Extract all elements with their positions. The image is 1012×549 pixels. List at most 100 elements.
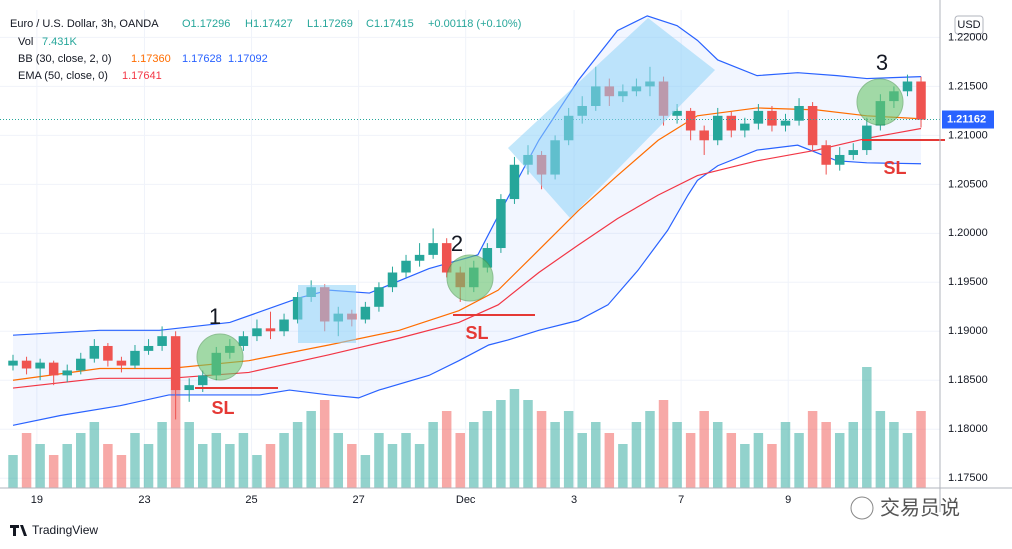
- volume-bar: [130, 433, 140, 488]
- volume-bar: [62, 444, 72, 488]
- legend-bb-basis: 1.17360: [131, 53, 171, 65]
- volume-bar: [333, 433, 344, 488]
- candle-body: [672, 110, 682, 116]
- volume-bar: [523, 400, 533, 488]
- y-tick-label: 1.19500: [948, 276, 988, 288]
- volume-bar: [536, 411, 547, 488]
- candle-body: [8, 360, 18, 366]
- candle-body: [157, 336, 167, 346]
- x-tick-label: 27: [352, 494, 364, 506]
- candle-body: [62, 370, 72, 376]
- volume-bar: [116, 455, 127, 488]
- last-price-label: 1.21162: [947, 113, 986, 125]
- volume-bar: [347, 444, 357, 488]
- volume-bar: [252, 455, 262, 488]
- volume-bar: [794, 433, 804, 488]
- candle-body: [252, 328, 262, 337]
- volume-bar: [428, 422, 438, 488]
- x-tick-label: Dec: [456, 494, 476, 506]
- y-tick-label: 1.19000: [948, 325, 988, 337]
- legend-bb-lower: 1.17092: [228, 53, 268, 65]
- legend-open: O1.17296: [182, 18, 230, 30]
- candle-body: [685, 110, 696, 131]
- volume-bar: [699, 411, 709, 488]
- candle-body: [143, 345, 154, 351]
- brand: TradingView: [32, 523, 98, 537]
- candle-body: [699, 130, 709, 141]
- legend-close: C1.17415: [366, 18, 414, 30]
- x-tick-label: 25: [245, 494, 257, 506]
- candle-body: [238, 336, 249, 346]
- candle-body: [48, 362, 59, 376]
- candle-body: [170, 336, 181, 391]
- volume-bar: [198, 444, 208, 488]
- indicator-line: [12, 144, 922, 426]
- plot: [0, 10, 940, 488]
- sl-label: SL: [211, 398, 234, 418]
- volume-bar: [631, 422, 642, 488]
- currency-box[interactable]: [954, 15, 984, 35]
- volume-bar: [604, 433, 615, 488]
- volume-bar: [645, 411, 655, 488]
- candle-body: [780, 120, 791, 126]
- candle-body: [198, 375, 208, 386]
- candle-body: [116, 360, 127, 366]
- highlight-box: [298, 285, 356, 343]
- candle-body: [902, 81, 913, 92]
- volume-bar: [265, 444, 276, 488]
- entry-circle: [196, 333, 244, 381]
- y-tick-label: 1.18000: [948, 423, 988, 435]
- candle-body: [496, 199, 506, 249]
- candle-body: [184, 385, 194, 391]
- x-tick-label: 3: [571, 494, 577, 506]
- volume-bar: [591, 422, 601, 488]
- volume-bar: [319, 400, 330, 488]
- volume-bar: [184, 422, 194, 488]
- candle-body: [89, 345, 100, 359]
- volume-bar: [441, 411, 452, 488]
- volume-bar: [509, 389, 520, 488]
- volume-bar: [862, 367, 872, 488]
- volume-bar: [306, 411, 316, 488]
- label: 3: [876, 50, 888, 75]
- volume-bar: [414, 444, 425, 488]
- volume-bar: [563, 411, 574, 488]
- volume-bar: [780, 422, 791, 488]
- volume-bar: [170, 389, 181, 488]
- volume-bar: [889, 422, 899, 488]
- legend-ema-value: 1.17641: [122, 70, 162, 82]
- volume-bar: [902, 433, 913, 488]
- y-tick-label: 1.17500: [948, 472, 988, 484]
- volume-bar: [550, 422, 560, 488]
- volume-bar: [618, 444, 628, 488]
- candle-body: [834, 154, 845, 165]
- volume-bar: [211, 433, 222, 488]
- candle-body: [916, 81, 926, 120]
- volume-bar: [712, 422, 723, 488]
- x-tick-label: 7: [678, 494, 684, 506]
- legend-bb: BB (30, close, 2, 0): [18, 53, 112, 65]
- volume-bar: [740, 444, 750, 488]
- candle-body: [740, 123, 750, 131]
- volume-bar: [143, 444, 154, 488]
- currency: USD: [957, 19, 980, 31]
- volume-bar: [658, 400, 669, 488]
- volume-bar: [496, 400, 506, 488]
- volume-bar: [848, 422, 859, 488]
- candle-body: [360, 306, 371, 320]
- entry-circle: [446, 254, 494, 302]
- volume-bar: [360, 455, 371, 488]
- volume-bar: [807, 411, 818, 488]
- candle-body: [726, 115, 737, 131]
- volume-bar: [103, 444, 113, 488]
- y-tick-label: 1.22000: [948, 31, 988, 43]
- volume-bar: [401, 433, 411, 488]
- volume-bar: [767, 444, 777, 488]
- candle-body: [441, 243, 452, 273]
- x-tick-label: 9: [785, 494, 791, 506]
- volume-bar: [577, 433, 587, 488]
- volume-bar: [21, 433, 32, 488]
- volume-bar: [89, 422, 100, 488]
- sl-label: SL: [465, 323, 488, 343]
